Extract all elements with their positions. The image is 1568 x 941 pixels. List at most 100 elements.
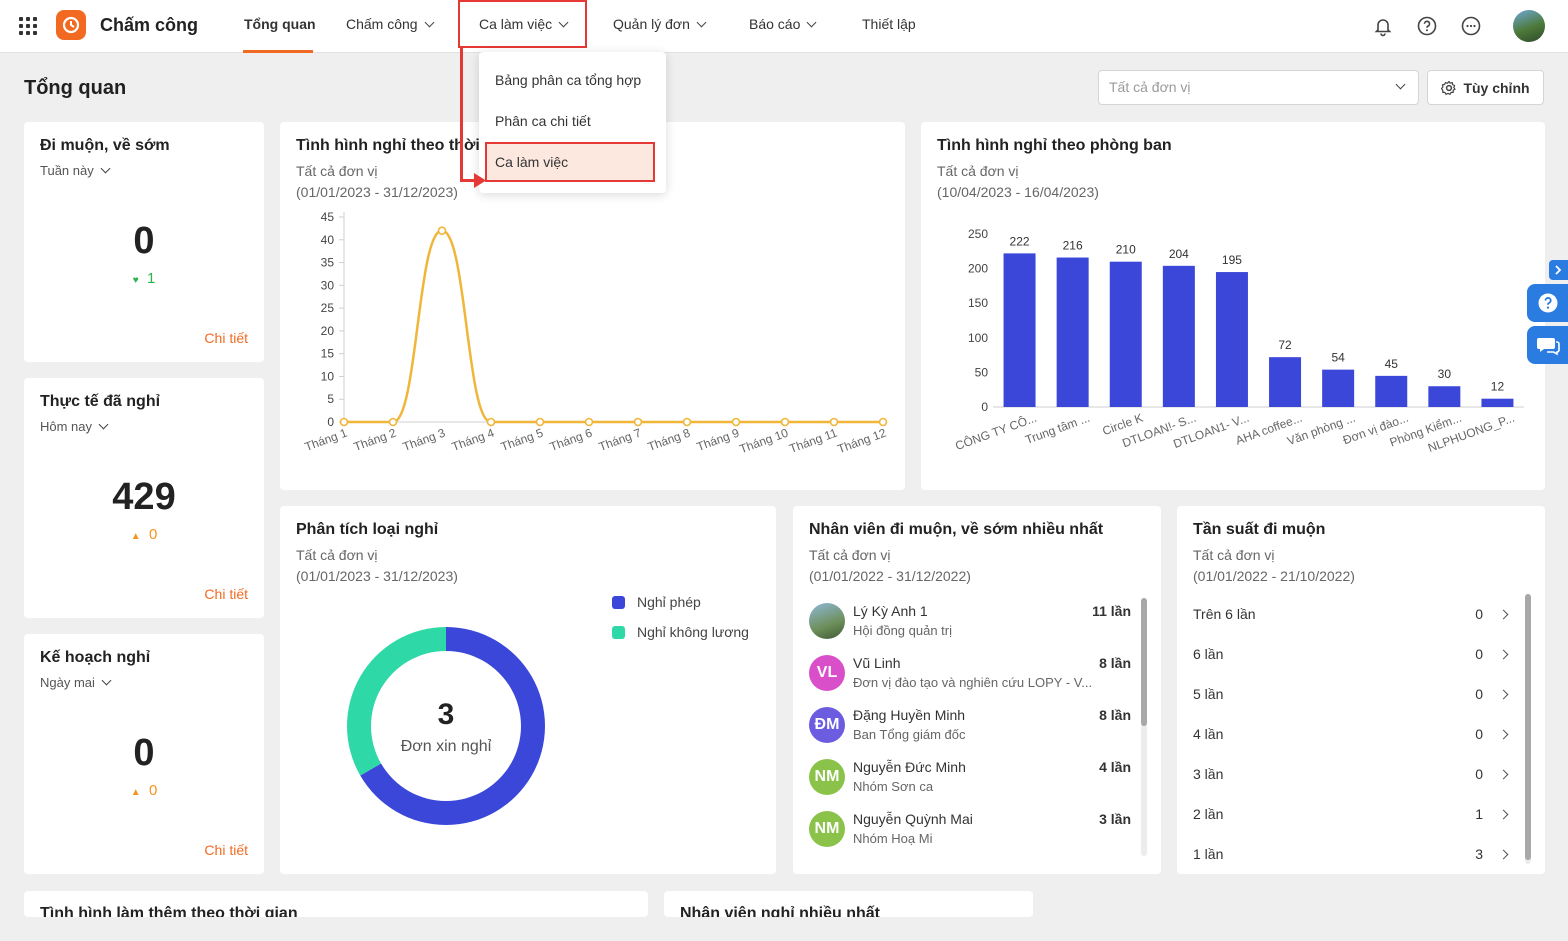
- scroll-thumb[interactable]: [1525, 594, 1531, 860]
- frequency-row[interactable]: 5 lần 0: [1193, 686, 1511, 706]
- stat-delta: ▲ 0: [24, 782, 264, 799]
- unit-select[interactable]: Tất cả đơn vị: [1098, 70, 1419, 105]
- top-bar: Chấm công Tổng quan Chấm công Ca làm việ…: [0, 0, 1568, 53]
- employee-row[interactable]: NM Nguyễn Đức Minh Nhóm Sơn ca 4 lần: [809, 759, 1131, 811]
- employee-count: 8 lần: [1099, 707, 1131, 723]
- y-tick-label: 10: [321, 369, 335, 383]
- y-tick-label: 30: [321, 278, 335, 292]
- detail-link[interactable]: Chi tiết: [204, 842, 248, 858]
- employee-row[interactable]: VL Vũ Linh Đơn vị đào tạo và nghiên cứu LO…: [809, 655, 1131, 707]
- nav-requests[interactable]: Quản lý đơn: [613, 16, 707, 32]
- frequency-scrollbar[interactable]: [1525, 594, 1531, 864]
- y-tick-label: 200: [968, 262, 988, 276]
- help-icon: [1538, 293, 1558, 313]
- y-tick-label: 45: [321, 210, 335, 224]
- card-title: Nhân viên nghỉ nhiều nhất: [680, 905, 880, 917]
- y-tick-label: 250: [968, 227, 988, 241]
- stat-delta: ▲ 0: [24, 526, 264, 543]
- data-label: 204: [1169, 247, 1189, 261]
- nav-reports[interactable]: Báo cáo: [749, 16, 817, 32]
- x-tick-label: Tháng 3: [401, 426, 447, 454]
- period-select[interactable]: Tuần này: [40, 163, 111, 178]
- delta-value: 0: [148, 526, 158, 543]
- period-label: Hôm nay: [40, 419, 93, 434]
- nav-active-indicator: [243, 50, 313, 53]
- period-select[interactable]: Hôm nay: [40, 419, 109, 434]
- employee-name: Lý Kỳ Anh 1: [853, 603, 928, 619]
- help-side-button[interactable]: [1527, 284, 1568, 322]
- employee-dept: Nhóm Hoạ Mi: [853, 831, 933, 846]
- scroll-thumb[interactable]: [1141, 598, 1147, 726]
- data-point: [731, 417, 741, 427]
- actual-leave-card: Thực tế đã nghỉ Hôm nay 429 ▲ 0 Chi tiết: [24, 378, 264, 618]
- arrow-up-icon: ▲: [130, 531, 141, 542]
- app-title: Chấm công: [100, 15, 199, 35]
- employee-row[interactable]: ĐM Đặng Huyền Minh Ban Tổng giám đốc 8 lần: [809, 707, 1131, 759]
- help-icon[interactable]: [1416, 15, 1438, 37]
- user-avatar[interactable]: [1513, 10, 1545, 42]
- stat-value: 0: [133, 220, 155, 262]
- detail-link[interactable]: Chi tiết: [204, 330, 248, 346]
- data-point: [633, 417, 643, 427]
- card-title: Thực tế đã nghỉ: [40, 393, 161, 410]
- employee-avatar: ĐM: [809, 707, 845, 743]
- frequency-row[interactable]: 4 lần 0: [1193, 726, 1511, 746]
- card-unit: Tất cả đơn vị: [1193, 547, 1275, 563]
- period-select[interactable]: Ngày mai: [40, 675, 112, 690]
- employee-scrollbar[interactable]: [1141, 598, 1147, 856]
- frequency-row[interactable]: 6 lần 0: [1193, 646, 1511, 666]
- employee-row[interactable]: NM Nguyễn Quỳnh Mai Nhóm Hoạ Mi 3 lần: [809, 811, 1131, 863]
- nav-shifts[interactable]: Ca làm việc: [479, 16, 569, 32]
- frequency-count: 0: [1475, 646, 1483, 662]
- annotation-arrow: [460, 179, 478, 182]
- period-label: Ngày mai: [40, 675, 95, 690]
- frequency-row[interactable]: 3 lần 0: [1193, 766, 1511, 786]
- frequency-row[interactable]: 1 lần 3: [1193, 846, 1511, 866]
- frequency-count: 0: [1475, 726, 1483, 742]
- customize-button[interactable]: Tùy chỉnh: [1427, 70, 1544, 105]
- nav-overview[interactable]: Tổng quan: [244, 16, 316, 32]
- employee-dept: Nhóm Sơn ca: [853, 779, 934, 794]
- dropdown-item-summary-schedule[interactable]: Bảng phân ca tổng hợp: [495, 72, 642, 88]
- detail-link[interactable]: Chi tiết: [204, 586, 248, 602]
- bar: [1322, 369, 1355, 407]
- planned-leave-card: Kế hoạch nghỉ Ngày mai 0 ▲ 0 Chi tiết: [24, 634, 264, 874]
- bell-icon[interactable]: [1372, 15, 1394, 37]
- nav-settings-label: Thiết lập: [862, 16, 916, 32]
- frequency-row[interactable]: 2 lần 1: [1193, 806, 1511, 826]
- data-label: 222: [1010, 234, 1030, 248]
- bar: [1162, 265, 1195, 407]
- x-tick-label: Tháng 5: [499, 426, 545, 454]
- data-point: [339, 417, 349, 427]
- more-icon[interactable]: [1460, 15, 1482, 37]
- card-range: (01/01/2023 - 31/12/2023): [296, 568, 458, 584]
- data-point: [878, 417, 888, 427]
- chevron-down-icon: [100, 163, 111, 174]
- delta-value: 0: [148, 782, 158, 799]
- employee-dept: Hội đồng quản trị: [853, 623, 953, 638]
- data-point: [682, 417, 692, 427]
- nav-settings[interactable]: Thiết lập: [862, 16, 916, 32]
- late-staff-card: Nhân viên đi muộn, về sớm nhiều nhất Tất…: [793, 506, 1161, 874]
- frequency-label: Trên 6 lần: [1193, 606, 1256, 622]
- legend-item[interactable]: Nghỉ phép: [612, 594, 701, 610]
- nav-overview-label: Tổng quan: [244, 16, 316, 32]
- dropdown-item-work-shift[interactable]: Ca làm việc: [495, 154, 569, 170]
- overtime-card: Tình hình làm thêm theo thời gian: [24, 891, 648, 917]
- dropdown-item-detail-schedule[interactable]: Phân ca chi tiết: [495, 113, 591, 129]
- chat-side-button[interactable]: [1527, 326, 1568, 364]
- app-launcher-icon[interactable]: [19, 17, 37, 35]
- card-title: Phân tích loại nghỉ: [296, 521, 439, 538]
- customize-label: Tùy chỉnh: [1463, 79, 1530, 96]
- data-label: 12: [1491, 380, 1505, 394]
- frequency-row[interactable]: Trên 6 lần 0: [1193, 606, 1511, 626]
- employee-count: 3 lần: [1099, 811, 1131, 827]
- nav-timekeeping[interactable]: Chấm công: [346, 16, 435, 32]
- chat-icon: [1537, 338, 1560, 356]
- collapse-side-button[interactable]: [1549, 260, 1568, 280]
- employee-row[interactable]: Lý Kỳ Anh 1 Hội đồng quản trị 11 lần: [809, 603, 1131, 655]
- frequency-count: 1: [1475, 806, 1483, 822]
- frequency-label: 6 lần: [1193, 646, 1224, 662]
- shifts-dropdown-menu: Bảng phân ca tổng hợp Phân ca chi tiết C…: [479, 52, 666, 193]
- legend-item[interactable]: Nghỉ không lương: [612, 624, 749, 640]
